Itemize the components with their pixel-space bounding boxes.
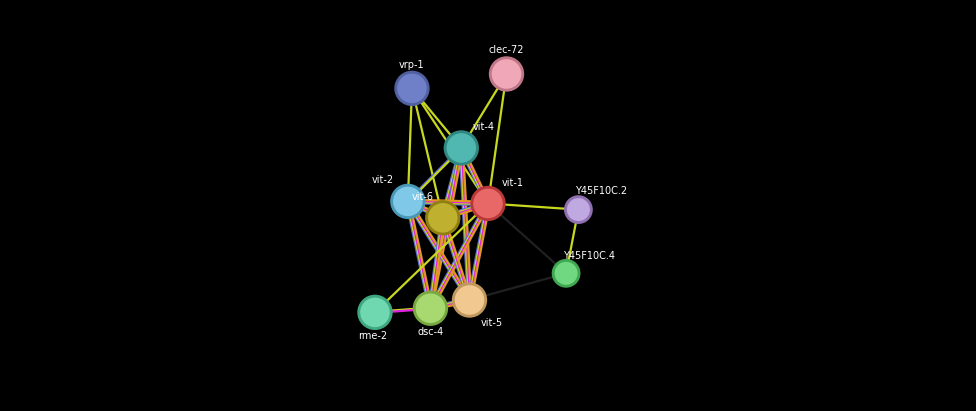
Text: vrp-1: vrp-1 xyxy=(399,60,425,69)
Circle shape xyxy=(489,56,524,92)
Circle shape xyxy=(390,184,426,219)
Circle shape xyxy=(564,195,592,224)
Circle shape xyxy=(413,291,448,326)
Text: clec-72: clec-72 xyxy=(489,45,524,55)
Circle shape xyxy=(450,136,473,160)
Circle shape xyxy=(357,295,392,330)
Text: vit-4: vit-4 xyxy=(473,122,495,132)
Circle shape xyxy=(476,192,500,215)
Circle shape xyxy=(454,284,485,316)
Circle shape xyxy=(551,259,581,288)
Circle shape xyxy=(419,297,442,320)
Circle shape xyxy=(569,201,588,219)
Circle shape xyxy=(363,301,386,324)
Circle shape xyxy=(566,197,590,222)
Circle shape xyxy=(495,62,518,86)
Text: vit-5: vit-5 xyxy=(481,318,504,328)
Circle shape xyxy=(458,289,481,312)
Circle shape xyxy=(446,132,477,164)
Circle shape xyxy=(472,188,504,219)
Text: Y45F10C.2: Y45F10C.2 xyxy=(575,186,628,196)
Text: rme-2: rme-2 xyxy=(358,331,387,341)
Text: Y45F10C.4: Y45F10C.4 xyxy=(563,251,615,261)
Circle shape xyxy=(400,76,424,100)
Text: dsc-4: dsc-4 xyxy=(418,327,443,337)
Circle shape xyxy=(557,264,575,283)
Circle shape xyxy=(470,186,506,221)
Text: vit-2: vit-2 xyxy=(372,175,394,185)
Circle shape xyxy=(359,297,390,328)
Circle shape xyxy=(392,186,424,217)
Circle shape xyxy=(396,73,427,104)
Circle shape xyxy=(553,261,579,286)
Circle shape xyxy=(426,200,461,236)
Text: vit-1: vit-1 xyxy=(502,178,524,188)
Circle shape xyxy=(444,130,479,166)
Circle shape xyxy=(396,189,420,213)
Circle shape xyxy=(491,58,522,90)
Circle shape xyxy=(427,202,459,233)
Circle shape xyxy=(394,71,429,106)
Circle shape xyxy=(415,293,446,324)
Circle shape xyxy=(431,206,455,229)
Text: vit-6: vit-6 xyxy=(411,192,433,202)
Circle shape xyxy=(452,282,487,318)
